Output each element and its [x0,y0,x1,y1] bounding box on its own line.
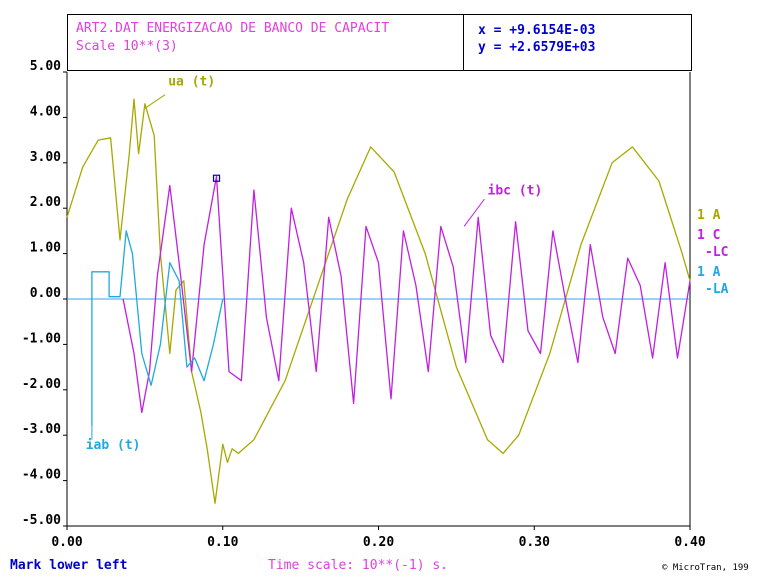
series-line-ua [66,98,691,504]
y-tick-label: 3.00 [30,150,61,165]
annotation-iab: iab (t) [86,438,141,453]
annotation-group: ua (t) ibc (t) iab (t) [86,75,543,453]
legend-ua-label: 1 A [697,208,721,223]
annotation-ibc: ibc (t) [488,184,543,199]
annotation-ua-leader [144,94,166,109]
y-tick-label: 5.00 [30,59,61,74]
footer-credit: © MicroTran, 199 [662,563,749,573]
y-tick-label: 4.00 [30,104,61,119]
annotation-ua: ua (t) [168,75,215,90]
y-tick-label: -2.00 [22,377,61,392]
y-tick-label: 1.00 [30,241,61,256]
footer-mode: Mark lower left [10,558,128,573]
x-tick-label: 0.00 [51,535,82,550]
y-tick-label: -5.00 [22,513,61,528]
legend-iab-label-1: 1 A [697,265,721,280]
cursor-x-readout: x = +9.6154E-03 [478,23,596,38]
x-tick-label: 0.40 [674,535,705,550]
cursor-marker [212,174,221,182]
header-title: ART2.DAT ENERGIZACAO DE BANCO DE CAPACIT [76,21,390,36]
y-tick-label: -1.00 [22,331,61,346]
y-tick-label: 0.00 [30,286,61,301]
y-tick-label: -4.00 [22,468,61,483]
footer-time-scale: Time scale: 10**(-1) s. [268,558,449,573]
x-tick-label: 0.30 [519,535,550,550]
y-tick-label: -3.00 [22,422,61,437]
legend-ibc-label-1: 1 C [697,228,721,243]
cursor-readout-box: x = +9.6154E-03 y = +2.6579E+03 [464,14,692,71]
cursor-y-readout: y = +2.6579E+03 [478,40,596,55]
series-line-ibc [122,175,691,414]
series-group [66,98,691,504]
annotation-ibc-leader [463,198,485,227]
x-tick-label: 0.20 [363,535,394,550]
axes: 5.00 4.00 3.00 2.00 1.00 0.00 -1.00 -2.00 -3.00 -… [22,59,706,550]
y-tick-label: 2.00 [30,195,61,210]
legend-iab-label-2: -LA [705,282,729,297]
legend-ibc-label-2: -LC [705,245,729,260]
series-line-iab [91,230,224,427]
header-box: ART2.DAT ENERGIZACAO DE BANCO DE CAPACIT… [67,14,464,71]
x-tick-label: 0.10 [207,535,238,550]
header-scale: Scale 10**(3) [76,39,178,54]
